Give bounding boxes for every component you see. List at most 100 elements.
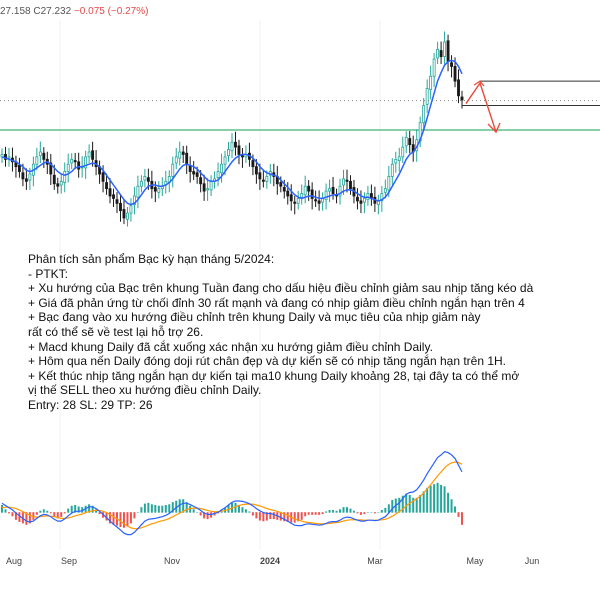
candle (362, 192, 366, 214)
grid (59, 20, 381, 550)
macd-histogram-bar (199, 512, 202, 516)
candle (77, 152, 81, 178)
candle (237, 139, 241, 165)
candle (164, 170, 168, 194)
candle-body (359, 200, 363, 204)
candle (174, 147, 178, 170)
candle-body (241, 155, 244, 158)
candle (202, 174, 206, 201)
macd-histogram-bar (168, 504, 171, 513)
macd-histogram-bar (339, 509, 342, 513)
candle (331, 176, 335, 200)
macd-pane (1, 451, 463, 536)
candle-body (314, 199, 318, 202)
candle-body (394, 158, 398, 164)
macd-histogram-bar (60, 512, 63, 517)
candle-body (387, 176, 391, 191)
macd-histogram-bar (293, 512, 296, 523)
macd-histogram-bar (105, 512, 108, 521)
candle-body (181, 151, 185, 155)
ohlc-values: 27.158 C27.232 (0, 6, 72, 17)
candle-body (108, 188, 112, 197)
candle (70, 153, 74, 170)
macd-histogram-bar (429, 485, 432, 513)
macd-histogram-bar (286, 512, 289, 522)
candle (98, 160, 102, 184)
macd-histogram-bar (258, 512, 261, 521)
candle-body (195, 172, 199, 177)
candle-body (185, 152, 189, 165)
macd-histogram-bar (255, 512, 258, 519)
macd-histogram-bar (35, 512, 38, 515)
candle (296, 190, 300, 210)
candle (439, 41, 443, 64)
candle (349, 175, 352, 195)
macd-histogram-bar (7, 512, 10, 514)
candle (0, 148, 4, 163)
candle-body (70, 158, 74, 164)
candle-body (265, 176, 269, 182)
candle-body (397, 156, 401, 161)
candle-body (7, 156, 11, 159)
analysis-line: + Bạc đang vào xu hướng điều chỉnh trên … (28, 310, 481, 325)
candle (188, 156, 192, 183)
candle (289, 184, 293, 211)
candle-body (349, 180, 352, 190)
x-tick-label: 2024 (260, 556, 280, 566)
x-tick-label: Mar (367, 556, 383, 566)
candle-body (91, 150, 95, 160)
candle-body (439, 50, 443, 58)
candle (206, 178, 210, 201)
macd-histogram-bar (419, 494, 422, 513)
price-change: −0.075 (−0.27%) (73, 6, 149, 17)
macd-histogram-bar (234, 502, 237, 513)
candle (17, 157, 21, 178)
candle (321, 192, 325, 211)
candle-body (42, 152, 46, 160)
candle (328, 179, 332, 203)
macd-histogram-bar (450, 499, 453, 513)
macd-histogram-bar (283, 512, 286, 522)
candle-body (59, 180, 63, 186)
macd-histogram-bar (349, 508, 352, 513)
macd-histogram-bar (237, 505, 240, 513)
macd-histogram-bar (412, 497, 415, 513)
candle-body (216, 171, 220, 179)
candle-body (408, 138, 412, 146)
candle-body (153, 187, 157, 192)
macd-histogram-bar (363, 512, 366, 515)
macd-histogram-bar (182, 499, 185, 513)
macd-histogram-bar (436, 482, 439, 513)
macd-histogram-bar (405, 493, 408, 513)
candle (457, 69, 460, 104)
macd-histogram-bar (150, 504, 153, 513)
macd-histogram-bar (203, 512, 206, 519)
macd-histogram-bar (307, 512, 310, 515)
macd-histogram-bar (279, 512, 282, 521)
candle-body (146, 177, 150, 182)
candle-body (115, 199, 119, 204)
candle-body (122, 209, 126, 219)
macd-histogram-bar (433, 484, 436, 513)
macd-histogram-bar (318, 512, 321, 515)
macd-histogram-bar (11, 512, 14, 517)
candle-body (192, 171, 196, 175)
candle-body (17, 165, 21, 172)
macd-histogram-bar (272, 512, 275, 520)
candle (394, 151, 398, 173)
macd-histogram-bar (18, 512, 21, 522)
candle-body (52, 174, 56, 185)
candle (105, 173, 108, 195)
candle (63, 162, 67, 193)
macd-histogram-bar (46, 510, 49, 513)
candle (119, 194, 122, 222)
candle-body (178, 151, 182, 159)
analysis-line: vị thế SELL theo xu hướng điều chỉnh Dai… (28, 383, 262, 398)
candle (49, 153, 53, 185)
macd-histogram-bar (81, 507, 84, 513)
macd-histogram-bar (384, 507, 387, 513)
macd-histogram-bar (147, 502, 150, 513)
candle-body (261, 179, 265, 182)
candle (7, 147, 11, 167)
